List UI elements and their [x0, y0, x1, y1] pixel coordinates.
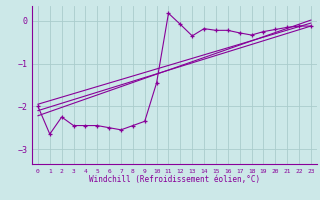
X-axis label: Windchill (Refroidissement éolien,°C): Windchill (Refroidissement éolien,°C)	[89, 175, 260, 184]
